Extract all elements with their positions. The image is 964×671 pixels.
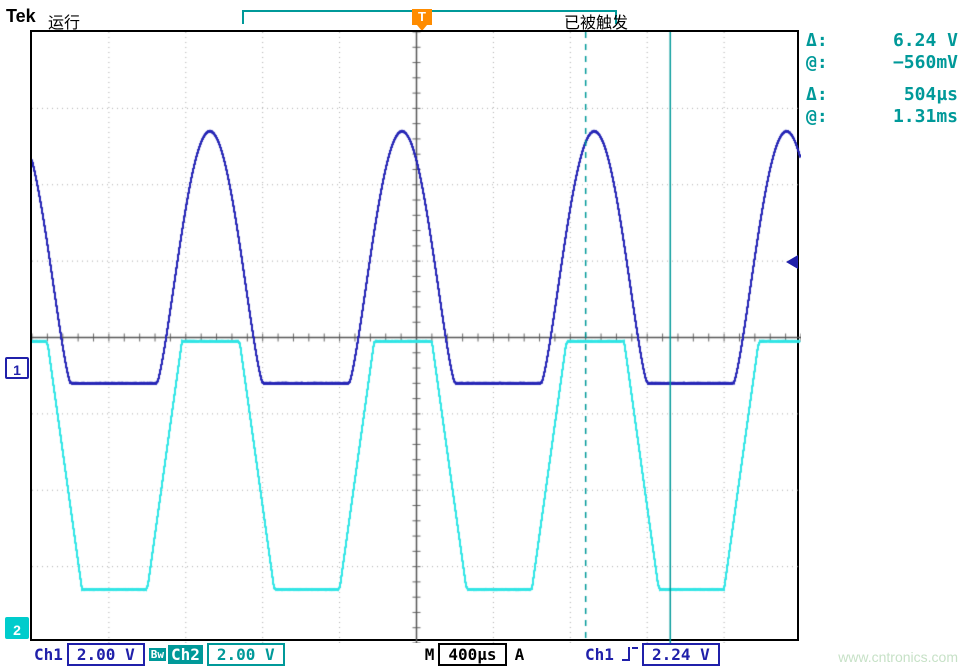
- scope-screen: 1 2: [30, 30, 799, 641]
- timebase-value: 400µs: [438, 643, 506, 666]
- ch2-vdiv: 2.00 V: [207, 643, 285, 666]
- ch1-ground-marker: 1: [5, 357, 29, 379]
- trigger-mode: A: [511, 645, 529, 664]
- watermark: www.cntronics.com: [838, 649, 958, 665]
- top-bar: Tek 运行 T T 已被触发: [0, 4, 800, 32]
- trigger-level-arrow: [786, 255, 798, 269]
- ch1-vdiv: 2.00 V: [67, 643, 145, 666]
- trigger-source: Ch1: [581, 645, 618, 664]
- rising-edge-icon: [622, 647, 638, 661]
- bw-badge: Bw: [149, 648, 166, 661]
- ch2-ground-marker: 2: [5, 617, 29, 639]
- delta-t-label: Δ:: [806, 84, 828, 106]
- at-t-value: 1.31ms: [893, 106, 958, 128]
- oscilloscope-screenshot: Tek 运行 T T 已被触发 1 2 Δ: 6.24 V @: −560mV Δ:…: [0, 0, 964, 671]
- ch2-label: Ch2: [168, 645, 203, 664]
- trigger-level: 2.24 V: [642, 643, 720, 666]
- bottom-bar: Ch1 2.00 V Bw Ch2 2.00 V M 400µs A Ch1 2…: [30, 641, 803, 667]
- cursor-canvas: [32, 32, 801, 643]
- measurements-panel: Δ: 6.24 V @: −560mV Δ: 504µs @: 1.31ms: [806, 30, 958, 128]
- at-v-value: −560mV: [893, 52, 958, 74]
- delta-v-label: Δ:: [806, 30, 828, 52]
- timebase-label: M: [421, 645, 439, 664]
- trig-t-icon: T: [412, 9, 432, 25]
- ch1-label: Ch1: [30, 645, 67, 664]
- trigger-marker-top: T: [412, 9, 432, 25]
- at-t-label: @:: [806, 106, 828, 128]
- tek-logo: Tek: [6, 6, 36, 27]
- delta-t-value: 504µs: [904, 84, 958, 106]
- at-v-label: @:: [806, 52, 828, 74]
- delta-v-value: 6.24 V: [893, 30, 958, 52]
